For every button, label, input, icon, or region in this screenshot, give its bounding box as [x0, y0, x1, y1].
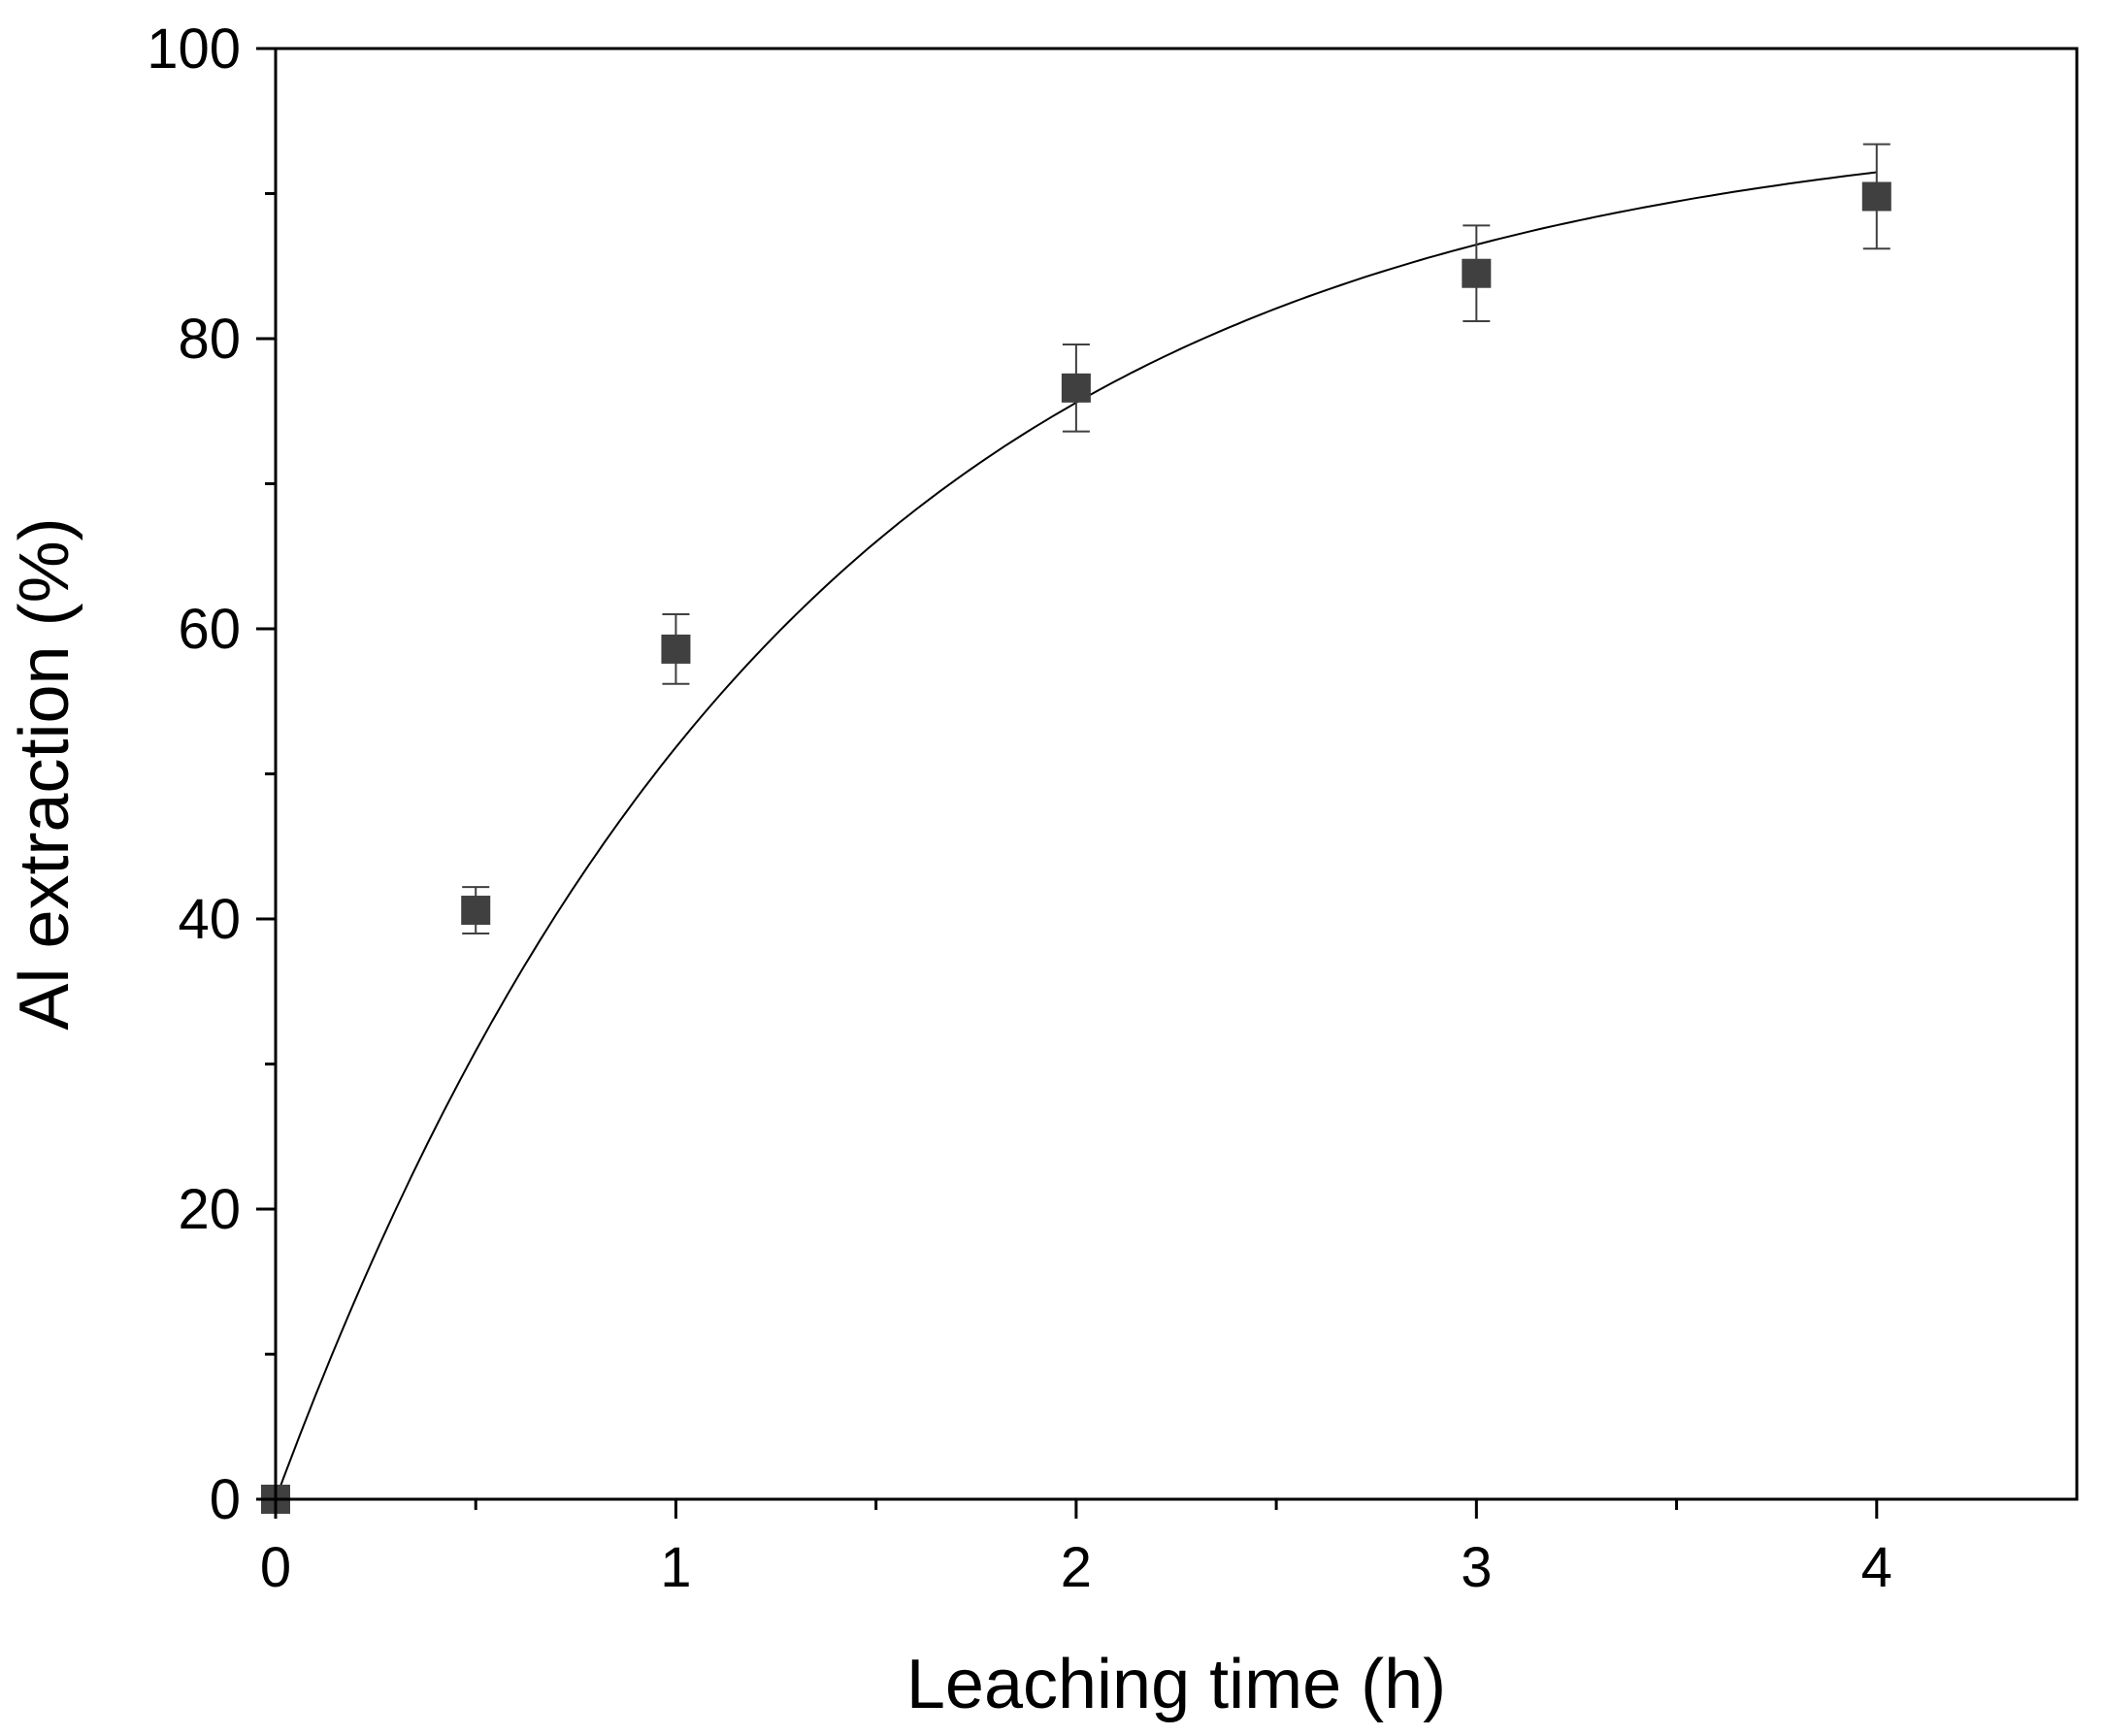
- data-point-square: [1861, 181, 1891, 212]
- y-tick-label: 80: [178, 308, 241, 371]
- y-tick-label: 60: [178, 598, 241, 661]
- y-tick-label: 40: [178, 888, 241, 951]
- y-tick-label: 100: [147, 17, 241, 81]
- data-point-square: [1061, 373, 1091, 403]
- label-layer: Leaching time (h) Al extraction (%) 0 1 2 3…: [6, 17, 1892, 1723]
- data-point-square: [461, 896, 491, 926]
- tick-layer: [256, 47, 1879, 1519]
- y-axis-title: Al extraction (%): [6, 517, 83, 1030]
- data-point-square: [661, 634, 691, 664]
- x-axis-title: Leaching time (h): [906, 1646, 1446, 1723]
- x-tick-label: 1: [660, 1536, 691, 1599]
- x-tick-label: 4: [1861, 1536, 1892, 1599]
- x-tick-label: 2: [1061, 1536, 1092, 1599]
- data-point-square: [1462, 258, 1492, 288]
- y-tick-label: 20: [178, 1178, 241, 1241]
- x-tick-label: 3: [1461, 1536, 1492, 1599]
- y-tick-label: 0: [210, 1468, 241, 1531]
- x-tick-label: 0: [260, 1536, 291, 1599]
